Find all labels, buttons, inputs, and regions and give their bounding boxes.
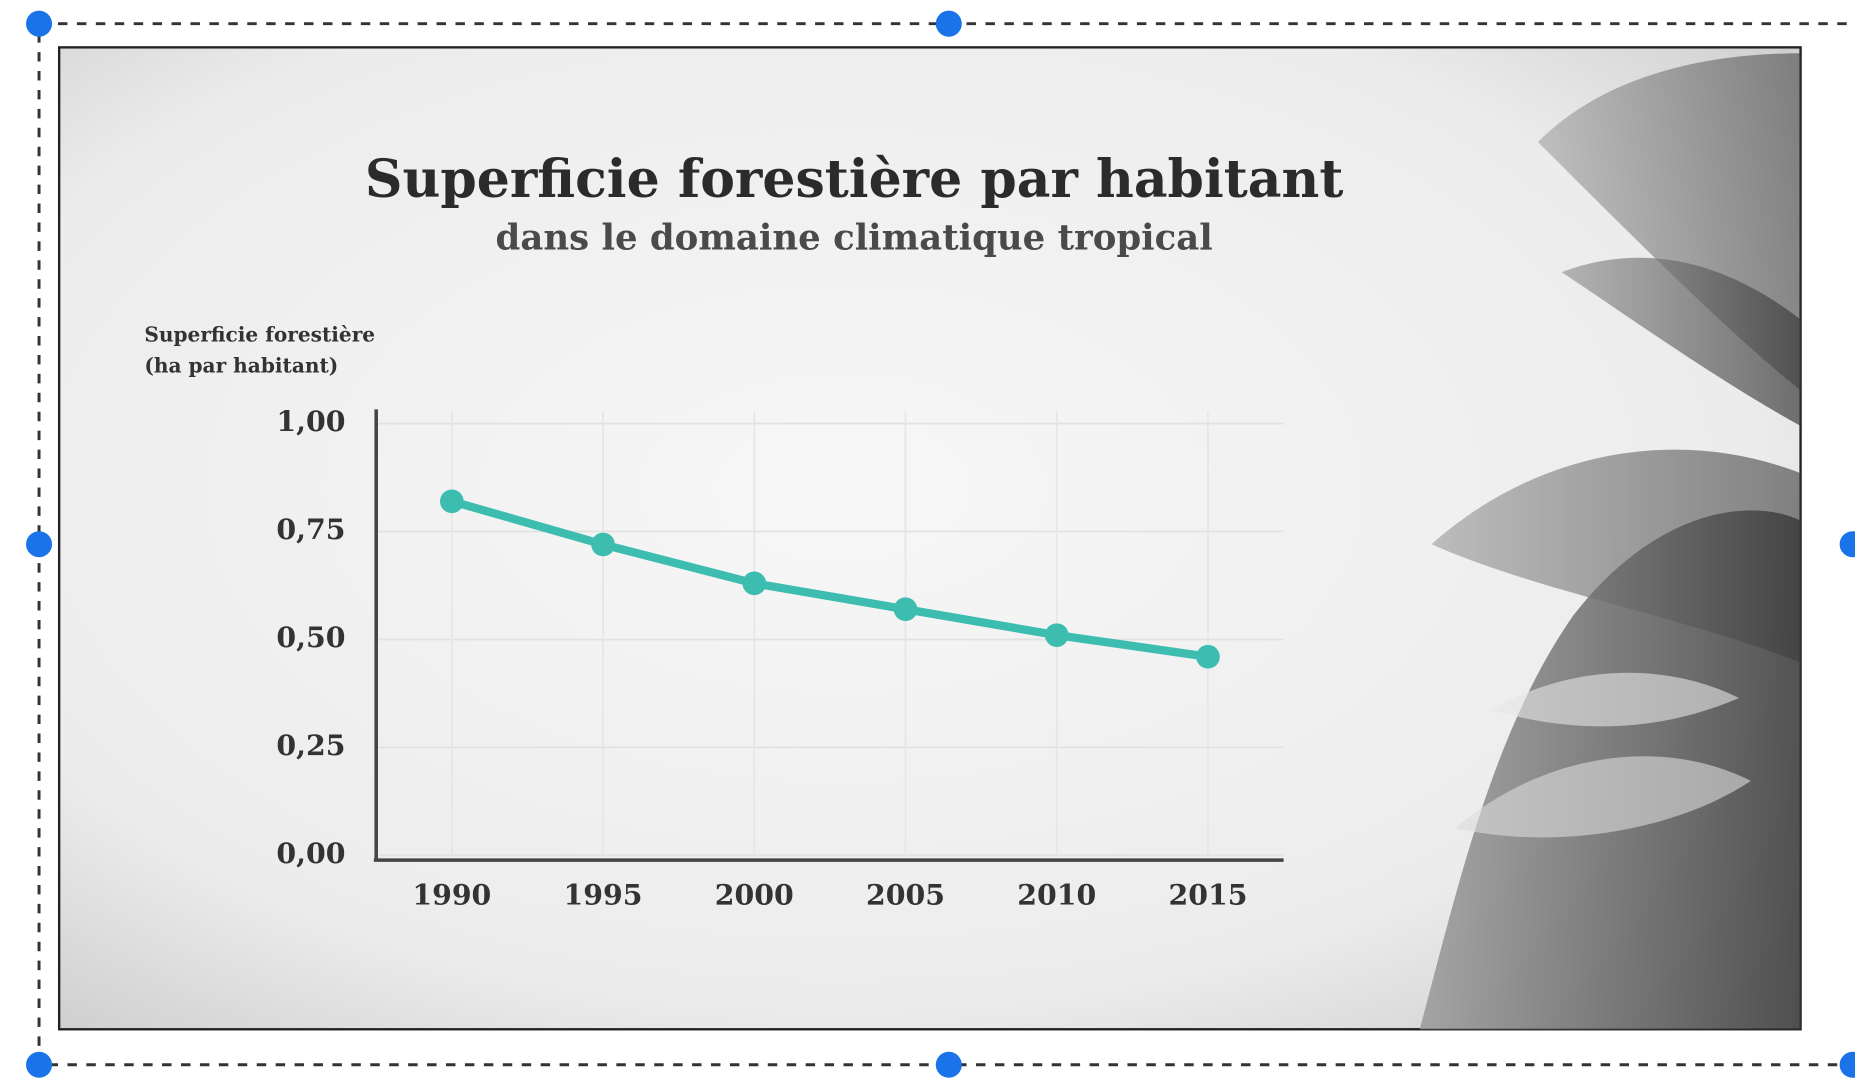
plant-decoration — [1419, 53, 1801, 1030]
chart: Superficie forestière par habitant dans … — [144, 149, 1343, 911]
y-tick-label: 0,75 — [276, 512, 345, 546]
resize-handle[interactable] — [1839, 1051, 1855, 1078]
resize-handle[interactable] — [1839, 531, 1855, 558]
selection-frame — [26, 10, 1855, 1078]
y-tick-label: 0,25 — [276, 728, 345, 762]
data-point — [1196, 644, 1220, 669]
data-line — [447, 497, 1213, 661]
y-axis-label: Superficie forestière — [144, 323, 375, 347]
resize-handle[interactable] — [935, 1051, 962, 1078]
data-point — [742, 571, 767, 596]
x-tick-label: 2015 — [1168, 877, 1247, 911]
x-tick-label: 2005 — [866, 877, 945, 911]
data-point — [893, 597, 918, 622]
y-tick-label: 0,00 — [276, 836, 345, 870]
resize-handle[interactable] — [26, 1051, 53, 1078]
x-tick-label: 1995 — [564, 877, 643, 911]
chart-title: Superficie forestière par habitant — [365, 149, 1343, 210]
resize-handle[interactable] — [26, 531, 53, 558]
data-point — [1044, 623, 1069, 647]
y-tick-label: 1,00 — [276, 404, 345, 438]
x-tick-label: 2000 — [715, 877, 794, 911]
resize-handle[interactable] — [935, 10, 962, 37]
data-point — [591, 532, 615, 557]
y-axis-label: (ha par habitant) — [144, 353, 338, 377]
x-tick-label: 2010 — [1017, 877, 1096, 911]
y-tick-label: 0,50 — [276, 620, 345, 654]
chart-subtitle: dans le domaine climatique tropical — [496, 218, 1213, 259]
x-tick-label: 1990 — [412, 877, 491, 911]
data-point — [439, 489, 464, 514]
resize-handle[interactable] — [26, 10, 53, 37]
